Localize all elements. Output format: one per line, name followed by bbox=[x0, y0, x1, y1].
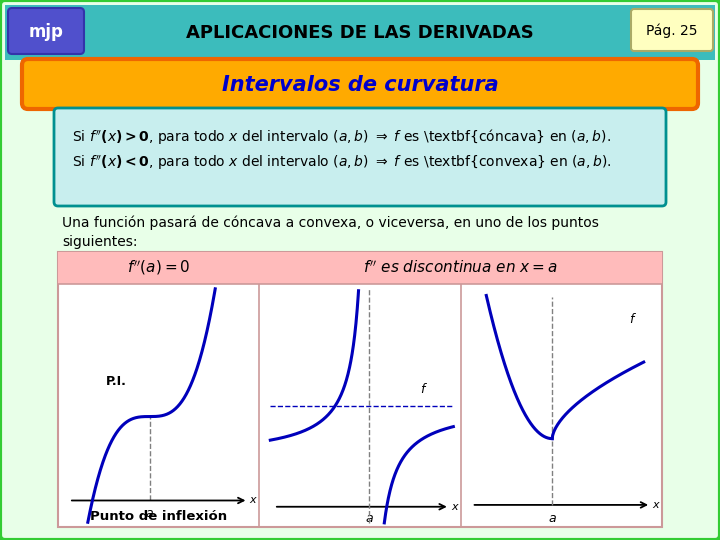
Text: $f$: $f$ bbox=[420, 382, 428, 396]
Bar bbox=[259, 252, 662, 284]
Text: $x$: $x$ bbox=[249, 496, 258, 505]
FancyBboxPatch shape bbox=[631, 9, 713, 51]
Text: APLICACIONES DE LAS DERIVADAS: APLICACIONES DE LAS DERIVADAS bbox=[186, 24, 534, 42]
Text: $\mathit{f''}$ es discontinua en $\mathit{x} = \mathit{a}$: $\mathit{f''}$ es discontinua en $\mathi… bbox=[364, 260, 558, 276]
Text: mjp: mjp bbox=[29, 23, 63, 41]
Text: $a$: $a$ bbox=[548, 512, 557, 525]
FancyBboxPatch shape bbox=[8, 8, 84, 54]
Text: Punto de inflexión: Punto de inflexión bbox=[90, 510, 228, 523]
Bar bbox=[5, 5, 715, 35]
Text: Una función pasará de cóncava a convexa, o viceversa, en uno de los puntos
sigui: Una función pasará de cóncava a convexa,… bbox=[62, 215, 599, 249]
Text: $\mathit{f''}(\mathit{a}) = 0$: $\mathit{f''}(\mathit{a}) = 0$ bbox=[127, 259, 190, 278]
Text: $a$: $a$ bbox=[365, 512, 374, 525]
Text: Si $\mathbf{\mathit{f''}}$$\mathbf{(}$$\mathbf{\mathit{x}}$$\mathbf{) > 0}$, par: Si $\mathbf{\mathit{f''}}$$\mathbf{(}$$\… bbox=[72, 127, 611, 146]
Text: $f$: $f$ bbox=[629, 312, 636, 326]
Text: $a$: $a$ bbox=[145, 507, 154, 520]
FancyBboxPatch shape bbox=[22, 59, 698, 109]
Text: Intervalos de curvatura: Intervalos de curvatura bbox=[222, 75, 498, 95]
Bar bbox=[58, 252, 662, 527]
Text: Si $\mathbf{\mathit{f''}}$$\mathbf{(}$$\mathbf{\mathit{x}}$$\mathbf{) < 0}$, par: Si $\mathbf{\mathit{f''}}$$\mathbf{(}$$\… bbox=[72, 154, 612, 172]
Text: P.I.: P.I. bbox=[106, 375, 127, 388]
Text: $x$: $x$ bbox=[451, 502, 459, 512]
FancyBboxPatch shape bbox=[5, 5, 715, 60]
Text: $x$: $x$ bbox=[652, 500, 661, 510]
Bar bbox=[58, 252, 259, 284]
FancyBboxPatch shape bbox=[54, 108, 666, 206]
Text: Pág. 25: Pág. 25 bbox=[647, 24, 698, 38]
